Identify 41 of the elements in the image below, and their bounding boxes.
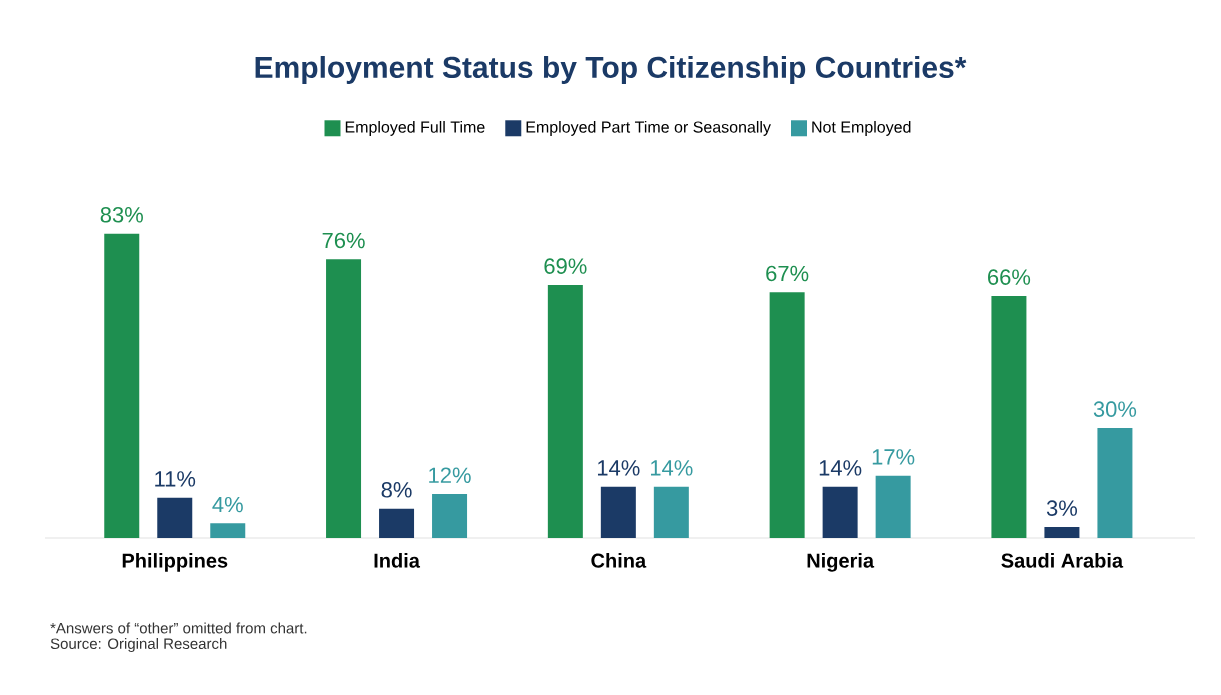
legend-label: Employed Full Time: [345, 120, 485, 136]
x-tick-label: Nigeria: [807, 553, 875, 572]
chart-title: Employment Status by Top Citizenship Countries*: [255, 56, 967, 84]
source-note: Source: Original Research: [50, 638, 227, 652]
text: *Answers of “other” omitted from chart.: [50, 622, 307, 634]
x-tick-label: China: [591, 553, 647, 568]
bar: [1044, 526, 1080, 538]
data-label: 83%: [100, 207, 143, 223]
bar: [1097, 427, 1133, 538]
bar: [653, 486, 689, 538]
data-label: 30%: [1093, 401, 1137, 417]
bar: [326, 259, 362, 538]
x-tick-label: Philippines: [122, 553, 228, 572]
bar: [210, 523, 246, 538]
bar: [432, 493, 468, 538]
bar: [547, 284, 583, 538]
data-label: 12%: [429, 467, 471, 483]
data-label: 8%: [381, 482, 412, 498]
bar: [157, 497, 193, 538]
bar: [875, 475, 911, 538]
legend-label: Not Employed: [812, 120, 911, 136]
data-label: 67%: [766, 265, 809, 282]
data-label: 14%: [819, 460, 862, 476]
bar: [379, 508, 415, 538]
data-label: 69%: [544, 258, 587, 274]
data-label: 14%: [650, 460, 693, 476]
bar: [991, 295, 1027, 538]
x-tick-label: India: [374, 553, 421, 568]
data-label: 17%: [872, 449, 915, 465]
data-label: 11%: [155, 471, 196, 487]
data-label: 76%: [322, 232, 365, 249]
data-label: 3%: [1046, 500, 1078, 516]
bar: [600, 486, 636, 538]
data-label: 66%: [988, 269, 1031, 285]
bar: [822, 486, 858, 538]
bar: [769, 292, 805, 538]
bar: [104, 233, 140, 538]
legend-label: Employed Part Time or Seasonally: [526, 120, 771, 136]
data-label: 14%: [597, 460, 640, 476]
data-label: 4%: [212, 496, 243, 513]
x-tick-label: Saudi Arabia: [1001, 553, 1124, 568]
